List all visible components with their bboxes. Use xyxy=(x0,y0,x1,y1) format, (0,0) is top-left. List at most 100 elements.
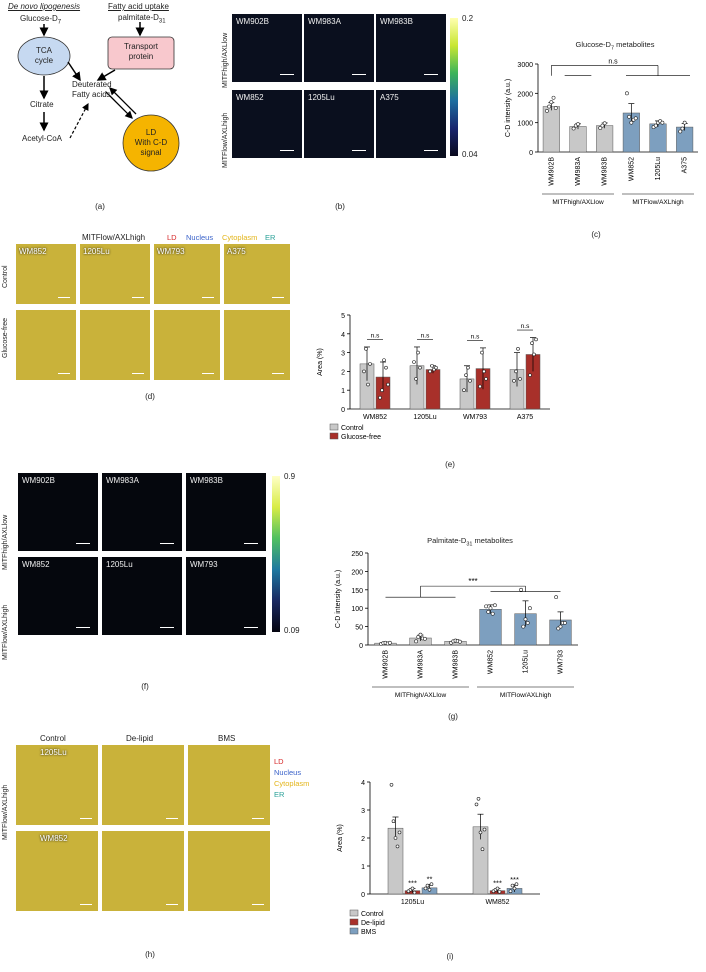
chart-g-xtick-label: WM983A xyxy=(418,650,425,679)
chart-g-xtick-label: WM852 xyxy=(488,650,495,674)
chart-c-xtick-label: WM902B xyxy=(548,157,555,186)
chart-c-point xyxy=(571,126,576,131)
tca-cycle-node xyxy=(17,36,71,76)
chart-i-ytick-label: 3 xyxy=(361,808,365,815)
panel-b-row2-label: MITFlow/AXLhigh xyxy=(222,112,229,168)
panel-h-row-label: MITFlow/AXLhigh xyxy=(2,784,9,840)
chart-i-legend-label: BMS xyxy=(361,929,377,936)
panel-d-row-control: Control xyxy=(2,265,9,288)
h-channel-er: ER xyxy=(274,790,285,799)
chart-g-bar xyxy=(479,609,502,646)
chart-g-ylabel: C-D intensity (a.u.) xyxy=(335,570,342,628)
chart-e-point xyxy=(428,369,432,374)
chart-i-point xyxy=(478,830,483,835)
micrograph-f-wm793: WM793 xyxy=(186,557,266,635)
chart-g-point xyxy=(486,609,491,614)
micrograph-f-wm983a: WM983A xyxy=(102,473,182,551)
panel-label-f: (f) xyxy=(141,682,149,691)
chart-e-point xyxy=(382,358,386,362)
panel-label-i: (i) xyxy=(446,952,454,961)
colorbar-f xyxy=(272,476,280,632)
chart-c-point xyxy=(600,123,605,128)
deuterated-fa-label: Deuterated Fatty acids xyxy=(72,80,112,99)
chart-c-point xyxy=(547,104,552,109)
chart-e-point xyxy=(462,388,466,392)
chart-e-point xyxy=(512,379,516,383)
chart-e-point xyxy=(528,373,532,377)
chart-e-legend-swatch xyxy=(329,432,339,440)
fl-control-wm852: WM852 xyxy=(16,244,76,304)
fl-control-a375: A375 xyxy=(224,244,290,304)
panel-f-row2-label: MITFlow/AXLhigh xyxy=(2,604,9,660)
chart-e-point xyxy=(480,350,484,355)
chart-i-sig: *** xyxy=(493,879,502,888)
palmitate-label: palmitate-D31 xyxy=(118,13,166,25)
chart-c-point xyxy=(553,106,558,110)
chart-g-point xyxy=(521,624,526,629)
chart-c-point xyxy=(625,91,629,96)
colorbar-b-max: 0.2 xyxy=(462,14,474,23)
chart-c-point xyxy=(598,126,603,130)
chart-c-point xyxy=(545,109,549,113)
chart-g-point xyxy=(488,606,493,611)
chart-g-point xyxy=(457,639,462,644)
chart-g-point xyxy=(416,635,421,639)
panel-b-row1-label: MITFhigh/AXLlow xyxy=(222,32,229,88)
chart-e-point xyxy=(378,395,382,400)
chart-i-ytick-label: 1 xyxy=(361,864,365,871)
fl-gfree-wm852 xyxy=(16,310,76,380)
colorbar-f-min: 0.09 xyxy=(284,626,300,635)
chart-g-sig: *** xyxy=(468,577,477,586)
panel-label-h: (h) xyxy=(145,950,155,959)
chart-e-point xyxy=(414,377,418,381)
chart-c-xtick-label: A375 xyxy=(682,157,689,173)
chart-i-point xyxy=(476,796,481,801)
chart-e-point xyxy=(466,365,470,370)
micrograph-a375: A375 xyxy=(376,90,446,158)
fl-h-delipid-1205lu xyxy=(102,745,184,825)
chart-g-ytick-label: 200 xyxy=(351,569,363,576)
chart-e-ytick-label: 0 xyxy=(341,407,345,414)
chart-i-point xyxy=(389,783,394,787)
chart-c-point xyxy=(660,120,665,125)
channel-nucleus: Nucleus xyxy=(186,233,214,242)
de-novo-title: De novo lipogenesis xyxy=(8,2,81,11)
chart-c-point xyxy=(549,100,554,105)
chart-i-point xyxy=(423,886,428,891)
chart-e-point xyxy=(386,382,390,387)
chart-e-point xyxy=(364,347,368,351)
chart-e-point xyxy=(530,341,534,346)
chart-c-group2: MITFlow/AXLhigh xyxy=(632,199,684,206)
micrograph-wm902b: WM902B xyxy=(232,14,302,82)
chart-g-point xyxy=(562,621,567,625)
transport-label: Transport protein xyxy=(124,42,158,61)
chart-g-point xyxy=(414,639,419,644)
chart-c-point xyxy=(633,116,638,121)
chart-e-xtick-label: 1205Lu xyxy=(413,414,436,421)
chart-g-point xyxy=(558,624,563,629)
fl-gfree-1205lu xyxy=(80,310,150,380)
chart-e-legend-label: Glucose-free xyxy=(341,434,381,441)
chart-i-ytick-label: 0 xyxy=(361,892,365,899)
chart-e-ytick-label: 5 xyxy=(341,313,345,320)
chart-i-point xyxy=(514,882,519,886)
chart-c-ytick-label: 3000 xyxy=(517,62,533,69)
channel-ld: LD xyxy=(167,233,177,242)
chart-g-point xyxy=(554,595,559,600)
channel-er: ER xyxy=(265,233,276,242)
channel-cytoplasm: Cytoplasm xyxy=(222,233,258,242)
chart-c-xtick-label: 1205Lu xyxy=(655,157,662,180)
chart-g-ytick-label: 150 xyxy=(351,588,363,595)
chart-e: 0 1 2 3 4 5 Area (%) n.s WM852 n.s 1205Lu n.s WM793 n… xyxy=(317,313,550,441)
chart-e-ytick-label: 2 xyxy=(341,369,345,376)
transport-protein-node xyxy=(107,36,175,70)
fl-control-wm793: WM793 xyxy=(154,244,220,304)
chart-e-point xyxy=(366,382,370,387)
chart-e-point xyxy=(362,369,366,374)
chart-c-group1: MITFhigh/AXLlow xyxy=(552,199,604,206)
h-channel-cytoplasm: Cytoplasm xyxy=(274,779,310,788)
chart-c-point xyxy=(678,129,683,134)
chart-i-point xyxy=(510,883,515,888)
chart-c: 0 1000 2000 3000 C-D intensity (a.u.) WM902B W… xyxy=(505,58,698,206)
chart-c-point xyxy=(653,123,658,128)
